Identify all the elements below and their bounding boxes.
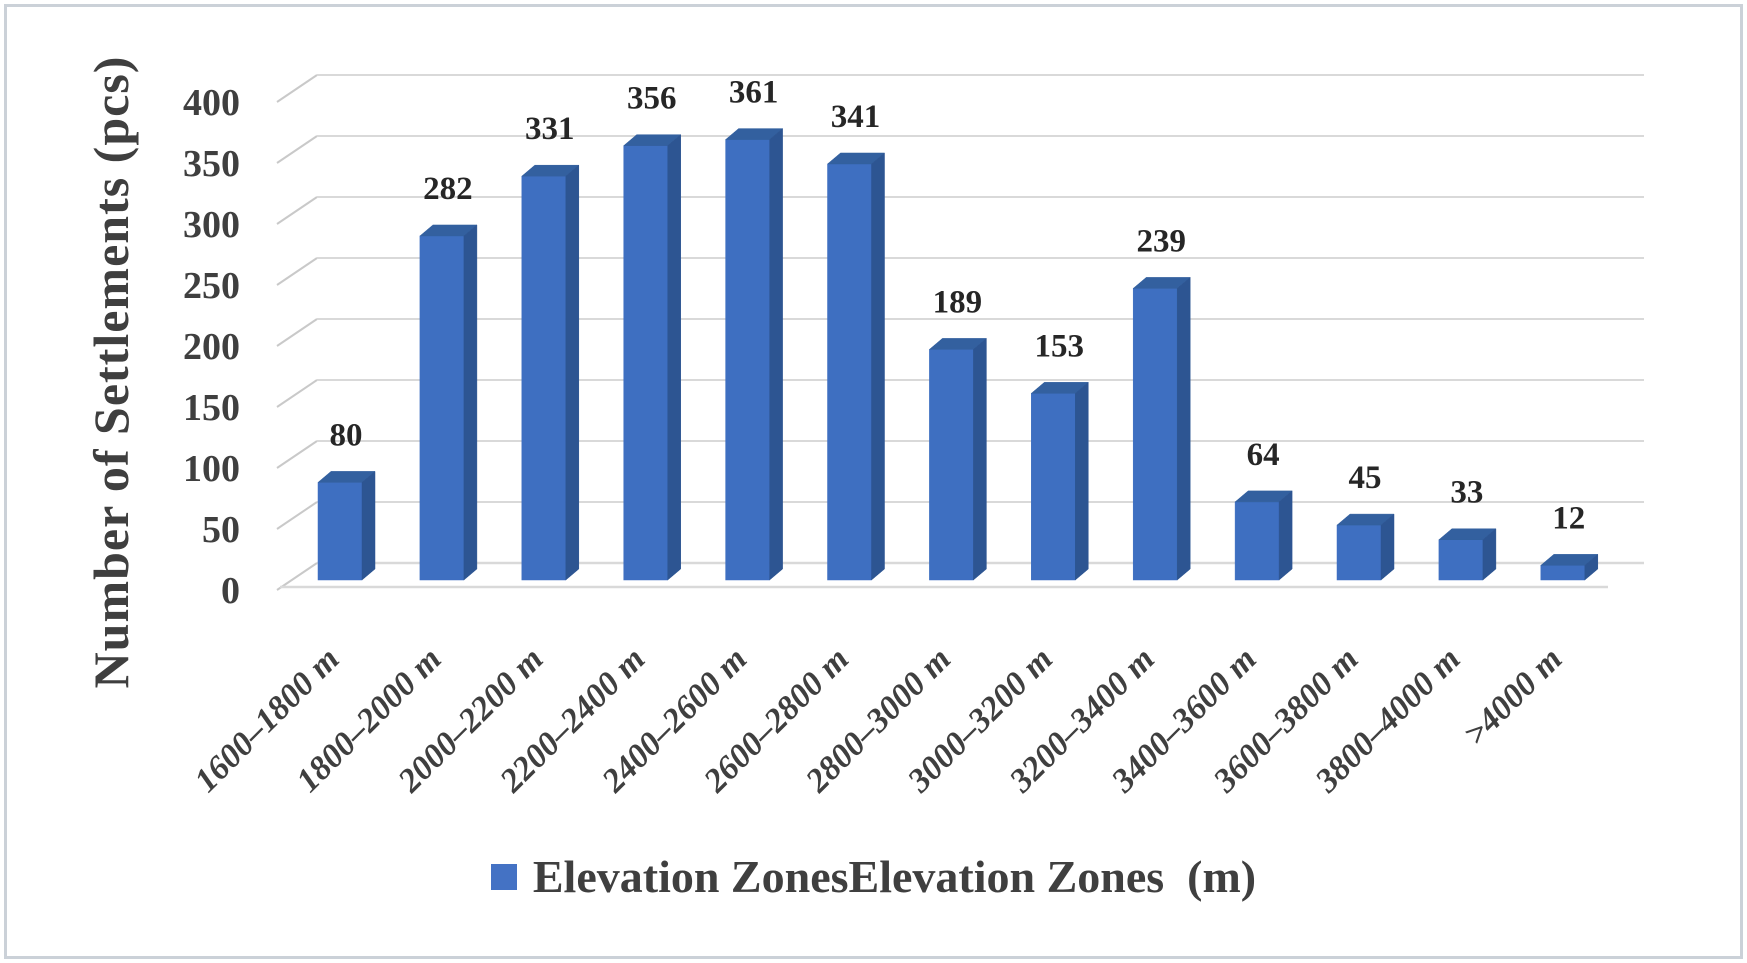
bar-front-face xyxy=(317,482,363,581)
bar-data-label: 33 xyxy=(1450,475,1483,511)
bar-front-face xyxy=(725,139,770,581)
bar-front-face xyxy=(827,163,872,581)
bar-side-face xyxy=(463,224,478,581)
bar-group xyxy=(724,128,784,581)
bar-side-face xyxy=(1278,490,1293,581)
bar-front-face xyxy=(521,175,567,581)
bar-group xyxy=(1030,381,1089,581)
bar-data-label: 341 xyxy=(831,99,881,135)
axis-depth-connector xyxy=(276,379,318,408)
bar-side-face xyxy=(769,128,783,581)
bar-group xyxy=(1438,528,1497,581)
bar-data-label: 282 xyxy=(423,171,473,207)
y-tick-label: 0 xyxy=(221,570,240,612)
bar-front-face xyxy=(1234,501,1280,581)
bar-data-label: 356 xyxy=(627,81,677,117)
bar-front-face xyxy=(419,235,465,581)
bar-group xyxy=(826,152,886,581)
bar-side-face xyxy=(1584,553,1599,581)
bar-side-face xyxy=(1482,528,1497,581)
bar-front-face xyxy=(623,145,668,581)
bar-side-face xyxy=(1380,513,1395,581)
y-tick-label: 150 xyxy=(183,387,240,429)
bar-side-face xyxy=(667,134,681,581)
axis-depth-connector xyxy=(276,501,318,530)
axis-depth-connector xyxy=(276,562,318,591)
bar-data-label: 12 xyxy=(1552,500,1585,536)
bar-side-face xyxy=(361,470,376,581)
axis-depth-connector xyxy=(276,196,318,225)
bar-front-face xyxy=(1031,393,1076,581)
legend-label: Elevation ZonesElevation Zones (m) xyxy=(532,851,1257,902)
bar-data-label: 64 xyxy=(1247,437,1280,473)
axis-depth-connector xyxy=(276,318,318,347)
bar-group xyxy=(419,224,478,581)
axis-depth-connector xyxy=(276,135,318,164)
bar-data-label: 153 xyxy=(1035,328,1085,364)
axis-depth-connector xyxy=(276,257,318,286)
bar-group xyxy=(317,470,376,581)
x-category-label: >4000 m xyxy=(1457,640,1570,753)
bar-group xyxy=(1540,553,1599,581)
bar-group xyxy=(1132,276,1191,581)
bar-data-label: 80 xyxy=(330,417,363,453)
bar-group xyxy=(521,164,580,581)
bar-side-face xyxy=(973,337,987,581)
bar-front-face xyxy=(1336,524,1382,581)
axis-depth-connector xyxy=(276,74,318,103)
bar-group xyxy=(623,134,682,581)
legend: Elevation ZonesElevation Zones (m) xyxy=(0,850,1747,903)
bar-side-face xyxy=(1075,381,1089,581)
bar-data-label: 239 xyxy=(1136,223,1186,259)
bar-group xyxy=(928,337,988,581)
bar-group xyxy=(1234,490,1293,581)
legend-marker-swatch xyxy=(490,863,517,890)
bar-side-face xyxy=(871,152,885,581)
bar-front-face xyxy=(929,349,974,581)
bar-group xyxy=(1336,513,1395,581)
y-tick-label: 250 xyxy=(183,265,240,307)
bar-front-face xyxy=(1438,539,1484,581)
y-tick-label: 350 xyxy=(183,143,240,185)
y-tick-label: 50 xyxy=(202,509,240,551)
bar-side-face xyxy=(1176,276,1191,581)
bar-front-face xyxy=(1540,565,1586,581)
bar-front-face xyxy=(1132,288,1178,581)
y-tick-label: 100 xyxy=(183,448,240,490)
y-tick-label: 200 xyxy=(183,326,240,368)
bar-side-face xyxy=(565,164,580,581)
bar-data-label: 361 xyxy=(729,75,779,111)
bar-data-label: 45 xyxy=(1349,460,1382,496)
axis-depth-connector xyxy=(276,440,318,469)
bar-data-label: 189 xyxy=(933,284,983,320)
y-tick-label: 400 xyxy=(183,82,240,124)
bar-data-label: 331 xyxy=(525,111,575,147)
y-tick-label: 300 xyxy=(183,204,240,246)
